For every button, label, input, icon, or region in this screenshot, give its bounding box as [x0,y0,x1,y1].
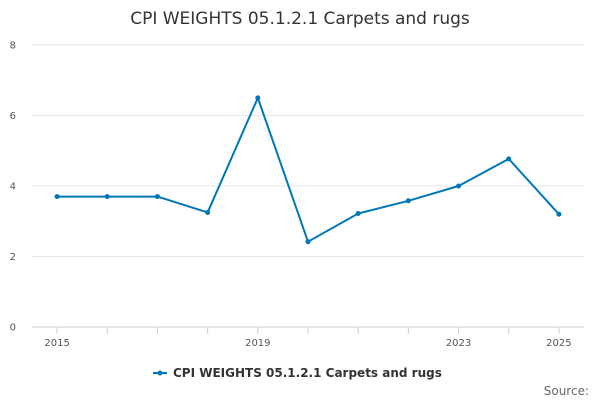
chart-title: CPI WEIGHTS 05.1.2.1 Carpets and rugs [130,9,470,29]
legend-point-marker [157,370,163,376]
y-tick-label: 0 [10,323,16,334]
data-point [104,194,110,200]
x-tick-label: 2025 [546,338,571,349]
y-tick-label: 2 [10,252,16,263]
data-point [305,239,311,245]
x-tick-label: 2015 [44,338,69,349]
legend-label: CPI WEIGHTS 05.1.2.1 Carpets and rugs [173,366,442,380]
y-tick-label: 6 [10,111,16,122]
data-point [154,194,160,200]
data-point [405,198,411,204]
y-axis: 0 2 4 6 8 [10,41,16,334]
data-point [355,210,361,216]
y-tick-label: 8 [10,41,16,52]
source-label: Source: [544,384,589,398]
data-point [456,183,462,189]
series-layer [54,95,562,245]
data-point [556,211,562,217]
y-tick-label: 4 [10,182,16,193]
legend[interactable]: CPI WEIGHTS 05.1.2.1 Carpets and rugs [153,366,442,380]
data-point [255,95,261,101]
series-line [57,96,560,243]
x-tick-label: 2023 [446,338,471,349]
x-tick-label: 2019 [245,338,270,349]
data-point [506,156,512,162]
data-point [205,209,211,215]
grid-lines [32,44,584,328]
data-point [54,194,60,200]
x-axis: 2015 2019 2023 2025 [44,327,572,349]
